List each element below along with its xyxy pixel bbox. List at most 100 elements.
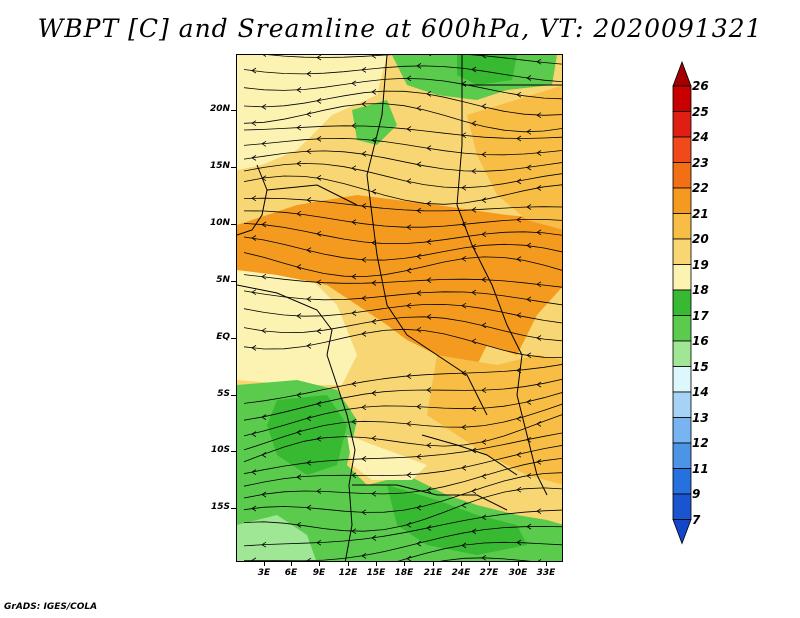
streamline-arrow: [316, 230, 322, 237]
streamline-arrow: [526, 242, 532, 249]
border-central-2: [456, 55, 523, 356]
streamline: [243, 223, 562, 244]
streamline: [243, 252, 562, 278]
colorbar-segment: [672, 289, 692, 316]
footer-credit: GrADS: IGES/COLA: [4, 602, 98, 612]
streamline: [267, 55, 562, 65]
streamline-arrow: [406, 75, 412, 82]
streamline-arrow: [426, 525, 432, 531]
streamline-arrow: [306, 148, 312, 155]
y-axis-tick: [231, 167, 236, 168]
streamline-arrow: [536, 150, 542, 156]
y-axis-label: 10S: [210, 445, 230, 455]
streamline-arrow: [361, 256, 367, 263]
x-axis-tick: [291, 562, 292, 566]
streamline-arrow: [316, 98, 322, 104]
streamline-arrow: [406, 178, 412, 185]
streamline-arrow: [251, 505, 257, 512]
streamline-arrow: [536, 229, 542, 236]
streamline: [243, 175, 562, 205]
streamline: [243, 445, 562, 487]
streamline-arrow: [296, 160, 302, 167]
x-axis-label: 12E: [338, 568, 358, 578]
x-axis-label: 6E: [284, 568, 298, 578]
streamline-arrow: [296, 264, 302, 270]
streamline-arrow: [516, 135, 522, 142]
streamline-arrow: [351, 418, 357, 425]
colorbar-segment: [672, 493, 692, 520]
streamline-arrow: [406, 224, 412, 231]
streamline-arrow: [406, 373, 412, 379]
colorbar-label: 19: [692, 257, 709, 272]
streamline-arrow: [471, 207, 477, 213]
y-axis-tick: [231, 281, 236, 282]
streamline-arrow: [361, 203, 367, 209]
x-axis-label: 3E: [257, 568, 271, 578]
streamline-arrow: [416, 504, 422, 511]
streamline-arrow: [416, 453, 422, 460]
streamline: [243, 90, 562, 116]
streamline-arrow: [251, 469, 257, 475]
streamline-arrow: [261, 414, 267, 420]
streamline-arrow: [261, 452, 267, 458]
x-axis-label: 24E: [451, 568, 471, 578]
streamline-arrow: [426, 239, 432, 245]
streamline-arrow: [481, 322, 487, 329]
streamline-arrow: [351, 219, 357, 225]
x-axis-tick: [461, 562, 462, 566]
streamline-arrow: [306, 247, 312, 253]
streamline-arrow: [536, 421, 542, 427]
streamline-arrow: [406, 521, 412, 528]
streamline-arrow: [371, 137, 377, 143]
streamline-arrow: [251, 289, 257, 296]
streamline-arrow: [471, 488, 477, 494]
streamline: [243, 509, 562, 547]
streamline-arrow: [306, 111, 312, 118]
streamline-arrow: [526, 204, 532, 210]
colorbar-label: 7: [692, 512, 701, 527]
colorbar-label: 11: [692, 461, 709, 476]
colorbar-segment: [672, 366, 692, 393]
x-axis-tick: [319, 562, 320, 566]
streamline: [243, 77, 562, 100]
map-canvas: [237, 55, 562, 561]
streamline-arrow: [426, 314, 432, 320]
streamline-arrow: [316, 328, 322, 334]
streamline-arrow: [481, 103, 487, 110]
streamline-arrow: [361, 101, 367, 107]
streamline-arrow: [537, 559, 542, 561]
streamline-arrow: [306, 343, 312, 349]
streamline-arrow: [261, 327, 267, 334]
streamline-arrow: [296, 313, 302, 319]
streamline-arrow: [461, 302, 467, 309]
streamline-arrow: [536, 381, 542, 388]
streamline-arrow: [406, 420, 412, 427]
colorbar-label: 9: [692, 487, 701, 501]
streamline-arrow: [471, 447, 477, 454]
colorbar-segment: [672, 417, 692, 444]
streamline-arrow: [306, 459, 312, 466]
streamline-arrow: [371, 318, 377, 325]
streamline-arrow: [296, 124, 302, 131]
streamline-arrow: [251, 235, 257, 241]
streamline-arrow: [481, 151, 487, 158]
streamline-arrow: [406, 302, 412, 309]
streamline-arrow: [426, 145, 432, 151]
streamline-arrow: [361, 456, 367, 462]
colorbar-segment: [672, 238, 692, 265]
streamline-arrow: [516, 216, 522, 223]
streamline-arrow: [516, 539, 522, 546]
coastline-gulf: [237, 284, 356, 561]
streamline-arrow: [516, 91, 522, 98]
streamline-arrow: [471, 289, 477, 296]
streamline-arrow: [461, 184, 467, 191]
streamline-arrow: [361, 151, 367, 157]
y-axis-label: 10N: [209, 218, 230, 228]
streamline-arrow: [526, 399, 532, 405]
streamline-arrow: [536, 508, 542, 515]
border-west-1: [266, 184, 358, 206]
streamline-arrow: [261, 221, 267, 228]
streamline-arrow: [406, 472, 412, 478]
streamline: [243, 403, 562, 451]
map-title: WBPT [C] and Sreamline at 600hPa, VT: 20…: [37, 14, 763, 43]
